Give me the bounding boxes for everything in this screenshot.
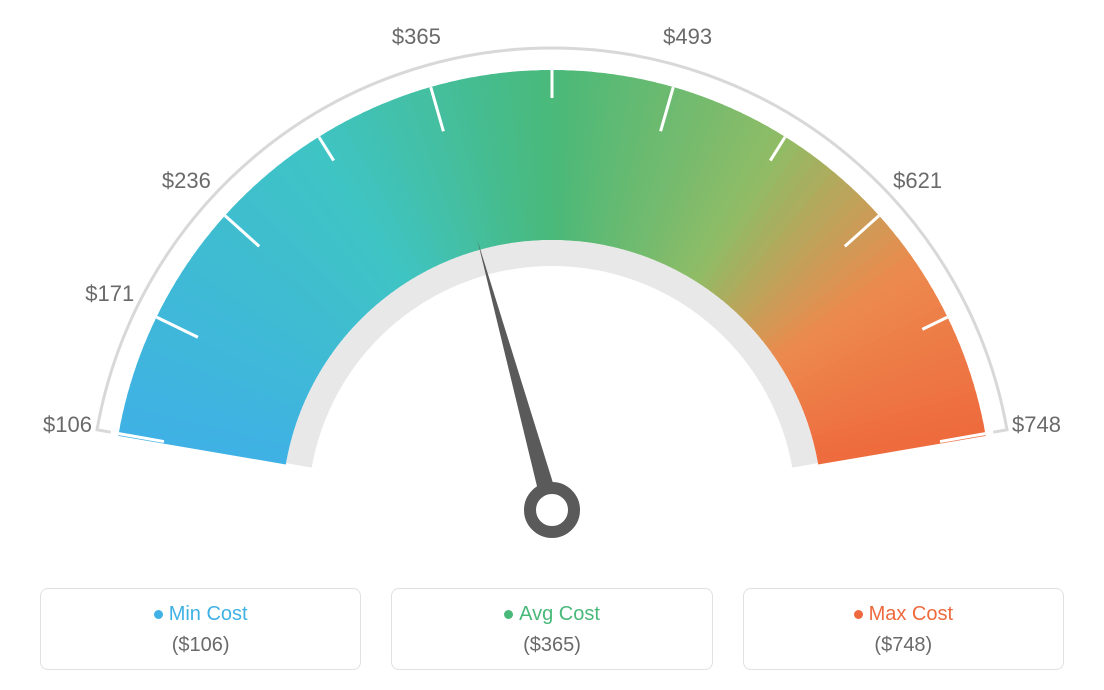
dot-icon (854, 610, 863, 619)
legend-label: Avg Cost (519, 603, 600, 625)
gauge-tick-label: $106 (43, 412, 92, 438)
legend-title-avg: Avg Cost (402, 603, 701, 626)
dot-icon (154, 610, 163, 619)
legend-title-min: Min Cost (51, 603, 350, 626)
legend-value-avg: ($365) (402, 634, 701, 657)
gauge-tick-label: $493 (663, 24, 712, 50)
legend-title-max: Max Cost (754, 603, 1053, 626)
gauge-tick-label: $621 (893, 168, 942, 194)
gauge-svg (0, 0, 1104, 560)
legend-card-min: Min Cost ($106) (40, 588, 361, 670)
legend-row: Min Cost ($106) Avg Cost ($365) Max Cost… (0, 588, 1104, 670)
gauge-tick-label: $171 (85, 281, 134, 307)
legend-label: Max Cost (869, 603, 953, 625)
gauge-tick-label: $365 (392, 24, 441, 50)
legend-label: Min Cost (169, 603, 248, 625)
cost-gauge: $106 $171 $236 $365 $493 $621 $748 (0, 0, 1104, 560)
legend-card-avg: Avg Cost ($365) (391, 588, 712, 670)
legend-card-max: Max Cost ($748) (743, 588, 1064, 670)
legend-value-min: ($106) (51, 634, 350, 657)
legend-value-max: ($748) (754, 634, 1053, 657)
gauge-tick-label: $748 (1012, 412, 1061, 438)
gauge-tick-label: $236 (162, 168, 211, 194)
dot-icon (504, 610, 513, 619)
